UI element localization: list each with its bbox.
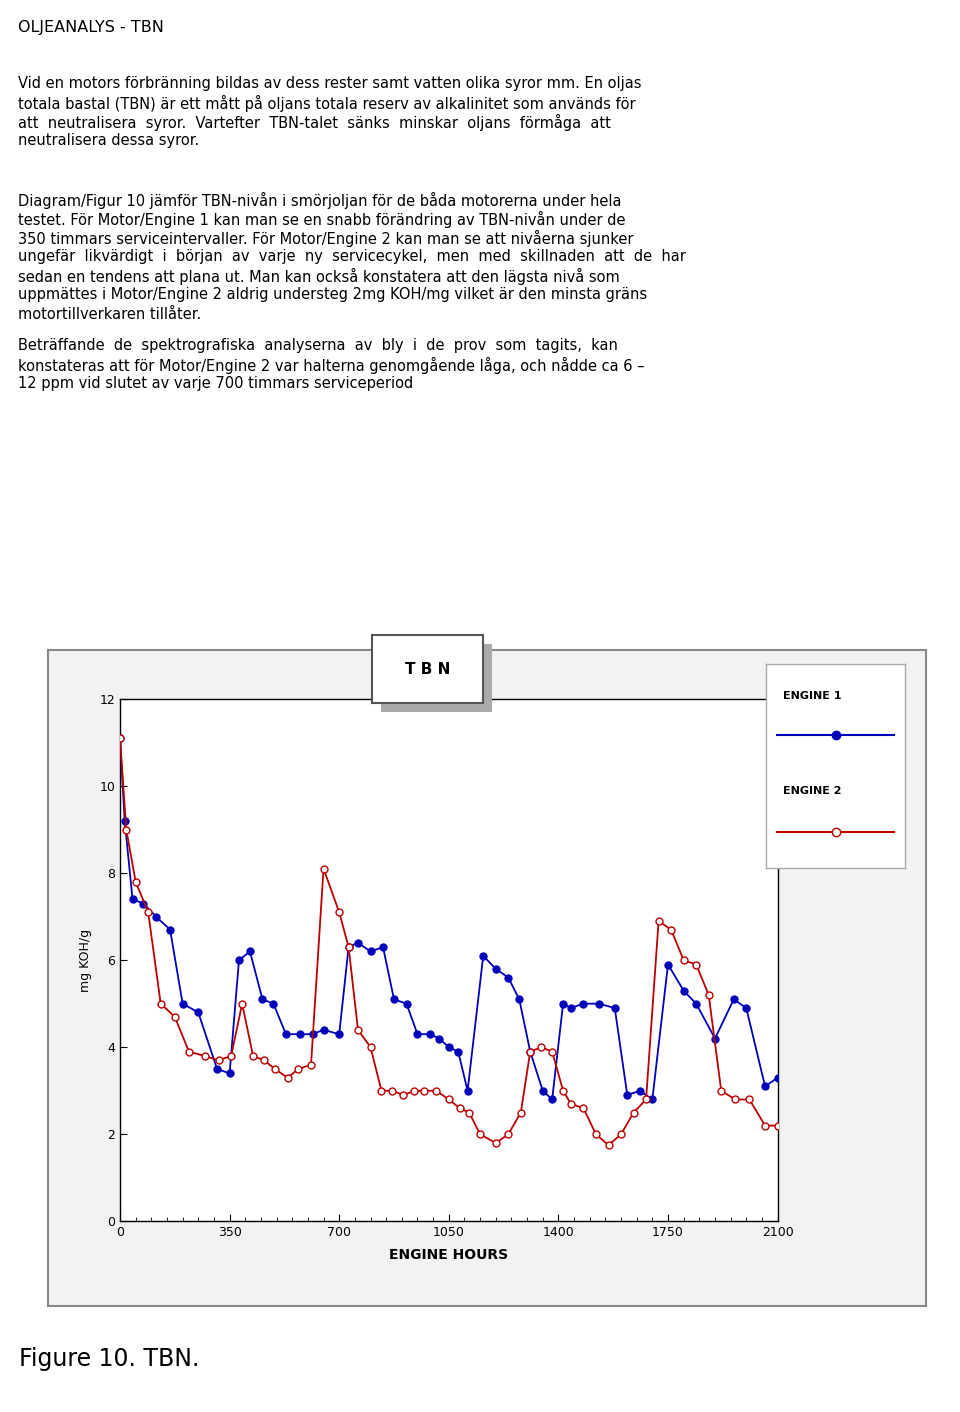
Text: sedan en tendens att plana ut. Man kan också konstatera att den lägsta nivå som: sedan en tendens att plana ut. Man kan o…: [18, 268, 620, 285]
Text: konstateras att för Motor/Engine 2 var halterna genomgående låga, och nådde ca 6: konstateras att för Motor/Engine 2 var h…: [18, 357, 644, 374]
Text: T B N: T B N: [405, 662, 450, 676]
X-axis label: ENGINE HOURS: ENGINE HOURS: [389, 1248, 509, 1261]
Text: Diagram/Figur 10 jämför TBN-nivån i smörjoljan för de båda motorerna under hela: Diagram/Figur 10 jämför TBN-nivån i smör…: [18, 192, 621, 209]
Text: ENGINE 2: ENGINE 2: [782, 785, 841, 795]
Text: Figure 10. TBN.: Figure 10. TBN.: [19, 1347, 200, 1371]
Text: neutralisera dessa syror.: neutralisera dessa syror.: [18, 133, 200, 148]
Text: uppmättes i Motor/Engine 2 aldrig understeg 2mg KOH/mg vilket är den minsta grän: uppmättes i Motor/Engine 2 aldrig unders…: [18, 288, 647, 302]
Text: 12 ppm vid slutet av varje 700 timmars serviceperiod: 12 ppm vid slutet av varje 700 timmars s…: [18, 376, 413, 391]
Y-axis label: mg KOH/g: mg KOH/g: [80, 929, 92, 991]
Text: Vid en motors förbränning bildas av dess rester samt vatten olika syror mm. En o: Vid en motors förbränning bildas av dess…: [18, 76, 641, 90]
Text: testet. För Motor/Engine 1 kan man se en snabb förändring av TBN-nivån under de: testet. För Motor/Engine 1 kan man se en…: [18, 210, 626, 227]
Text: ungefär  likvärdigt  i  början  av  varje  ny  servicecykel,  men  med  skillnad: ungefär likvärdigt i början av varje ny …: [18, 249, 685, 264]
Text: Beträffande  de  spektrografiska  analyserna  av  bly  i  de  prov  som  tagits,: Beträffande de spektrografiska analysern…: [18, 337, 618, 353]
Text: att  neutralisera  syror.  Vartefter  TBN-talet  sänks  minskar  oljans  förmåga: att neutralisera syror. Vartefter TBN-ta…: [18, 114, 611, 131]
Text: OLJEANALYS - TBN: OLJEANALYS - TBN: [18, 20, 164, 35]
Text: totala bastal (TBN) är ett mått på oljans totala reserv av alkalinitet som använ: totala bastal (TBN) är ett mått på oljan…: [18, 95, 636, 112]
Text: ENGINE 1: ENGINE 1: [782, 692, 841, 702]
Text: motortillverkaren tillåter.: motortillverkaren tillåter.: [18, 306, 202, 322]
Text: 350 timmars serviceintervaller. För Motor/Engine 2 kan man se att nivåerna sjunk: 350 timmars serviceintervaller. För Moto…: [18, 230, 634, 247]
